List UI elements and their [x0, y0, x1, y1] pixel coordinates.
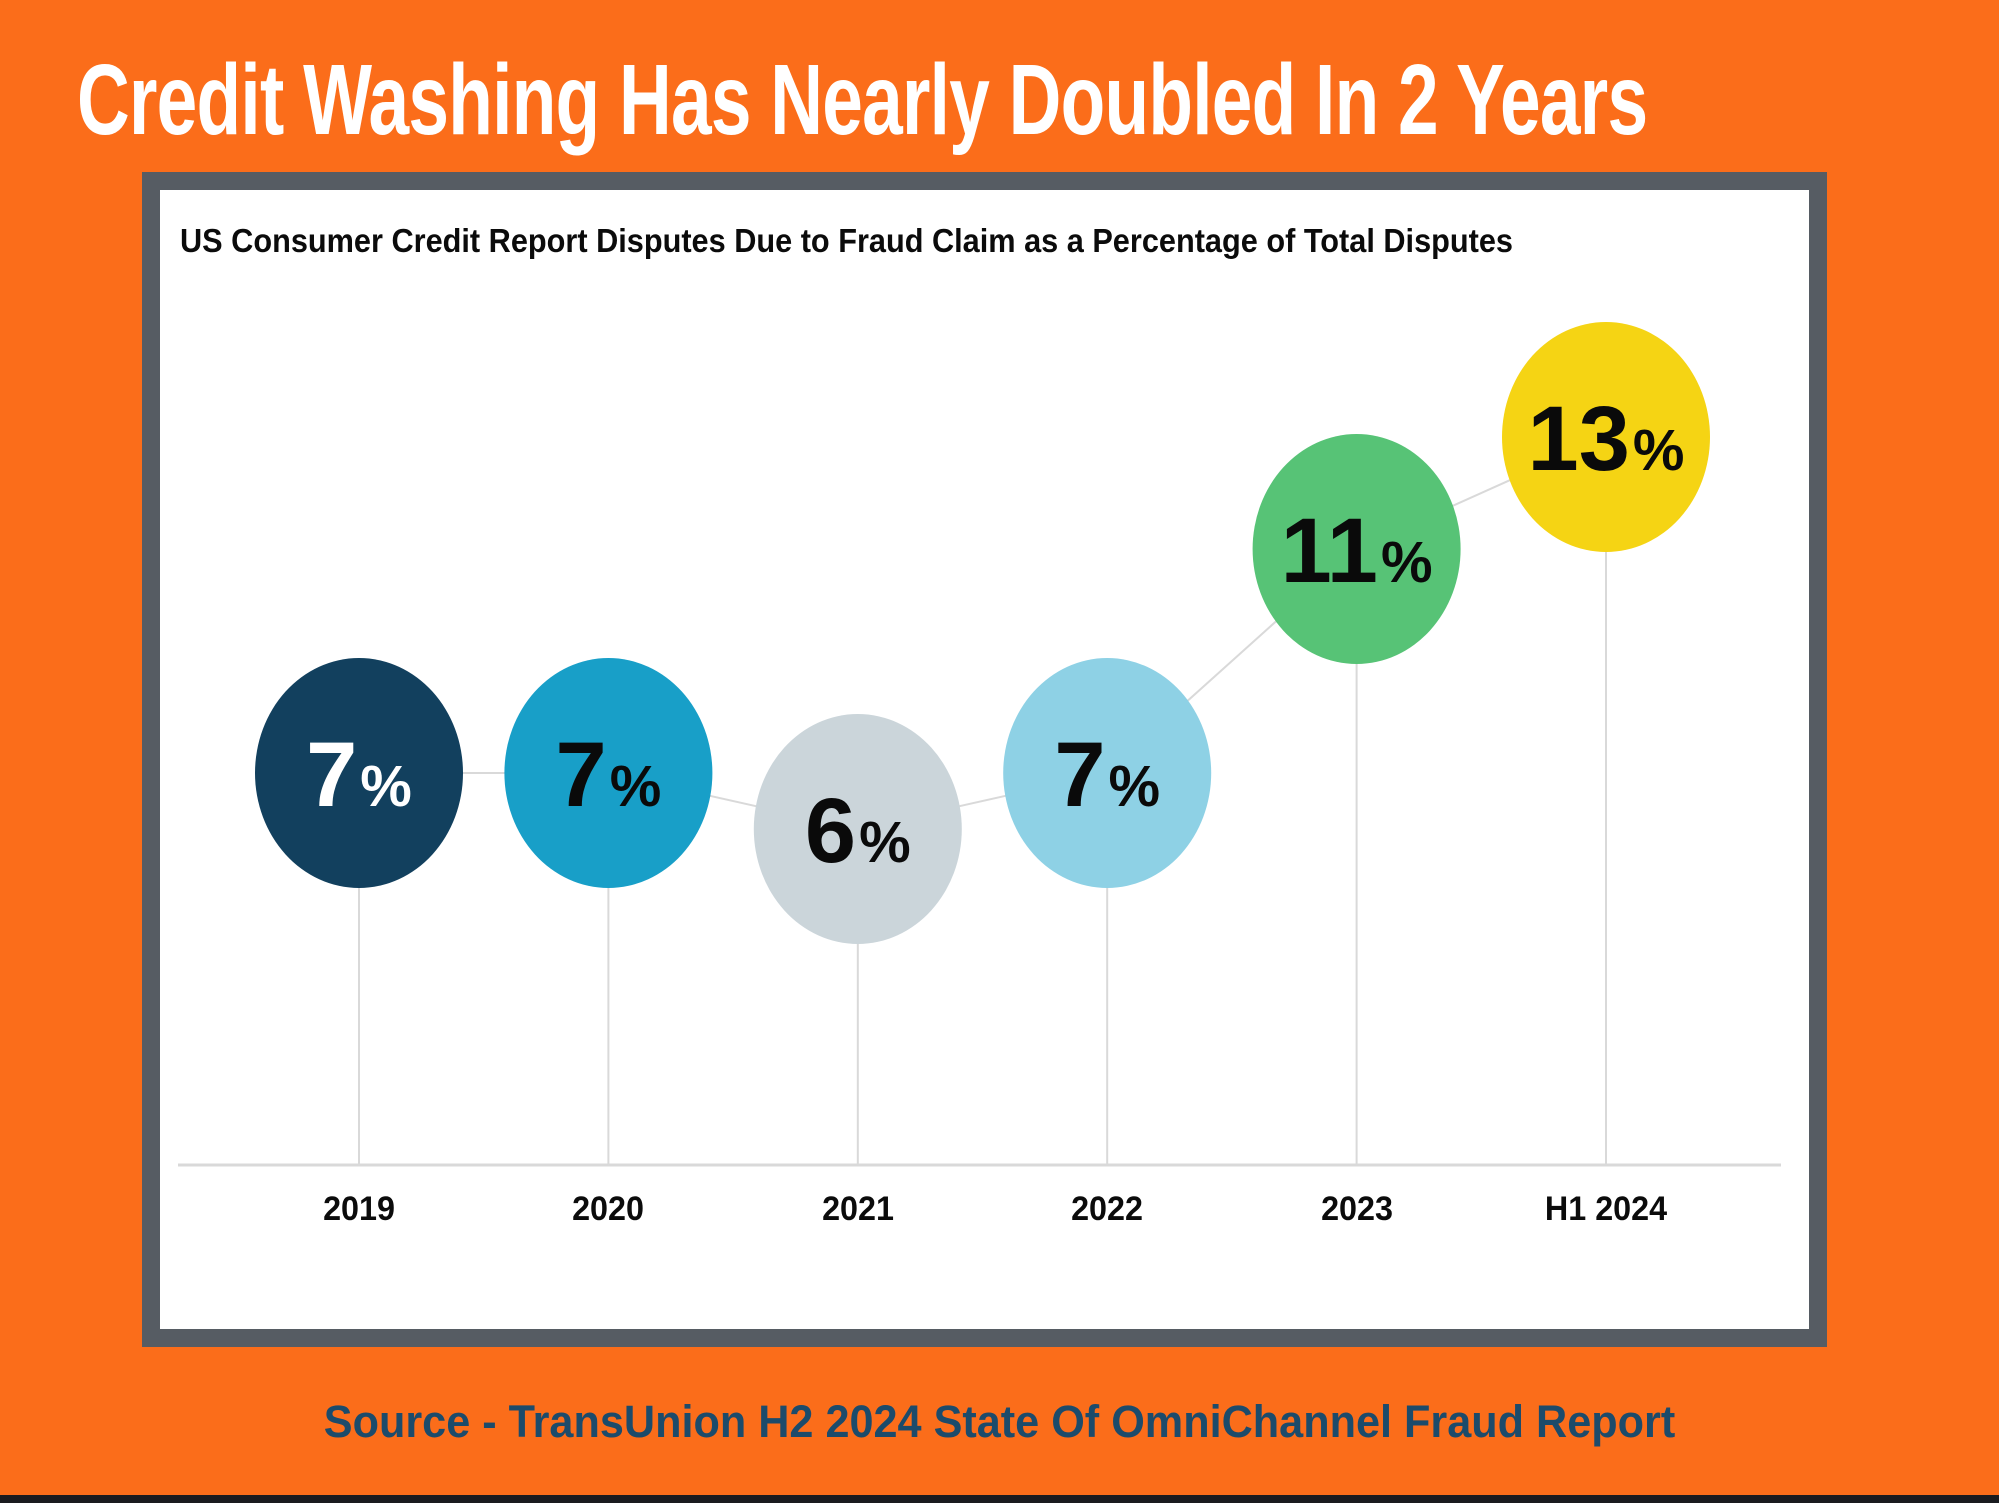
value-unit: % — [1633, 418, 1685, 483]
value-number: 13 — [1528, 388, 1630, 490]
value-number: 7 — [556, 724, 607, 826]
bubble-h1-2024 — [1502, 322, 1710, 552]
bubble-value-h1-2024: 13% — [1528, 388, 1685, 490]
bubble-chart: 7% 7% 6%7%11%13% — [178, 322, 1781, 1167]
value-unit: % — [1381, 530, 1433, 595]
bubble-value-2021: 6% — [805, 780, 911, 882]
bottom-bar — [0, 1495, 1999, 1503]
value-number: 7 — [306, 724, 357, 826]
bubble-2020 — [504, 658, 713, 888]
bubble-value-2023: 11% — [1281, 500, 1433, 602]
bubble-2021 — [753, 714, 962, 944]
value-number: 7 — [1054, 724, 1105, 826]
value-unit: % — [610, 754, 662, 819]
bubble-2019 — [255, 658, 463, 888]
bubble-2022 — [1003, 658, 1212, 888]
value-unit: % — [360, 754, 412, 819]
bubble-value-2020: 7% — [556, 724, 662, 826]
chart-frame: US Consumer Credit Report Disputes Due t… — [142, 172, 1827, 1347]
page-title: Credit Washing Has Nearly Doubled In 2 Y… — [77, 44, 1648, 156]
bubble-value-2019: 7% — [306, 724, 412, 826]
value-unit: % — [1108, 754, 1160, 819]
bubble-value-2022: 7% — [1054, 724, 1160, 826]
value-unit: % — [859, 810, 911, 875]
chart-subtitle: US Consumer Credit Report Disputes Due t… — [180, 222, 1513, 259]
source-caption: Source - TransUnion H2 2024 State Of Omn… — [323, 1396, 1676, 1447]
value-number: 11 — [1281, 500, 1378, 602]
bubble-2023 — [1252, 434, 1461, 664]
value-number: 6 — [805, 780, 856, 882]
